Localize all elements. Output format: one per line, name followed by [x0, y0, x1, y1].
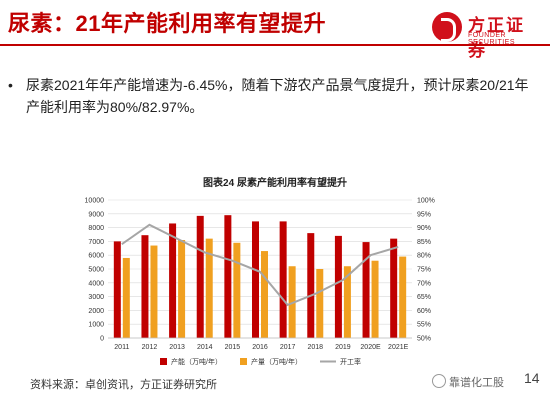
x-tick-label: 2018: [307, 344, 323, 351]
y-left-tick-label: 5000: [88, 267, 104, 274]
y-right-tick-label: 65%: [417, 294, 431, 301]
y-right-tick-label: 90%: [417, 225, 431, 232]
legend-swatch-capacity: [160, 358, 167, 365]
x-tick-label: 2012: [142, 344, 158, 351]
bar-output: [205, 238, 213, 338]
figure-title: 图表24 尿素产能利用率有望提升: [203, 178, 347, 189]
bar-capacity: [307, 233, 315, 338]
x-tick-label: 2019: [335, 344, 351, 351]
y-right-tick-label: 100%: [417, 198, 435, 205]
bar-output: [316, 269, 324, 338]
y-left-tick-label: 10000: [85, 198, 105, 205]
x-tick-label: 2015: [225, 344, 241, 351]
y-right-tick-label: 95%: [417, 211, 431, 218]
y-left-tick-label: 4000: [88, 280, 104, 287]
y-left-tick-label: 3000: [88, 294, 104, 301]
logo-icon: [432, 12, 462, 42]
bar-capacity: [279, 221, 287, 338]
y-left-tick-label: 1000: [88, 322, 104, 329]
bar-capacity: [196, 215, 204, 338]
y-right-tick-label: 50%: [417, 336, 431, 343]
bar-capacity: [390, 238, 398, 338]
page-title: 尿素：21年产能利用率有望提升: [8, 11, 326, 36]
x-tick-label: 2011: [114, 344, 129, 351]
bar-output: [371, 260, 379, 338]
bullet-text-line2: 产能利用率为80%/82.97%。: [26, 99, 204, 115]
logo-name-en: FOUNDER SECURITIES: [468, 32, 516, 46]
x-tick-label: 2016: [252, 344, 268, 351]
bar-capacity: [362, 242, 370, 338]
capacity-utilization-chart: 0 1000 2000 3000 4000 5000 6000 7000 8000 9000 100…: [85, 198, 435, 367]
bar-capacity: [334, 235, 342, 338]
source-note: 资料来源：卓创资讯，方正证券研究所: [30, 379, 217, 391]
x-tick-label: 2013: [169, 344, 185, 351]
bar-output: [343, 266, 351, 338]
x-tick-label: 2021E: [388, 344, 409, 351]
y-left-tick-label: 8000: [88, 225, 104, 232]
bar-capacity: [169, 223, 177, 338]
bullet-point: • 尿素2021年年产能增速为-6.45%，随着下游农产品景气度提升，预计尿素20…: [8, 74, 533, 118]
y-left-tick-label: 0: [100, 336, 104, 343]
y-right-tick-label: 55%: [417, 322, 431, 329]
bullet-dot: •: [8, 77, 13, 93]
y-left-tick-label: 7000: [88, 239, 104, 246]
y-right-tick-label: 60%: [417, 308, 431, 315]
legend-label-output: 产量（万吨/年）: [251, 357, 302, 366]
y-right-tick-label: 70%: [417, 280, 431, 287]
x-tick-label: 2020E: [360, 344, 381, 351]
y-left-tick-label: 6000: [88, 253, 104, 260]
y-right-tick-label: 80%: [417, 253, 431, 260]
bar-output: [233, 242, 241, 338]
x-tick-label: 2017: [280, 344, 296, 351]
watermark-text: 靠谱化工股: [449, 377, 504, 389]
wechat-icon: [432, 374, 446, 388]
y-right-tick-label: 85%: [417, 239, 431, 246]
title-divider: [0, 44, 550, 46]
y-left-tick-label: 9000: [88, 211, 104, 218]
bar-output: [150, 245, 158, 338]
bar-capacity: [224, 215, 232, 338]
bar-output: [399, 256, 407, 338]
legend-label-capacity: 产能（万吨/年）: [171, 357, 222, 366]
line-utilization: [121, 223, 399, 307]
watermark: 靠谱化工股: [432, 374, 504, 390]
y-right-tick-label: 75%: [417, 267, 431, 274]
bullet-text-line1: 尿素2021年年产能增速为-6.45%，随着下游农产品景气度提升，预计尿素20/…: [26, 77, 529, 93]
legend-label-utilization: 开工率: [340, 357, 361, 366]
bar-output: [178, 240, 186, 338]
bar-capacity: [113, 241, 121, 338]
company-logo: 方正证券 FOUNDER SECURITIES: [432, 10, 542, 60]
page-number: 14: [524, 370, 540, 386]
legend-swatch-output: [240, 358, 247, 365]
bar-capacity: [141, 235, 149, 338]
bar-output: [261, 251, 268, 338]
bar-output: [122, 257, 130, 338]
bar-capacity: [252, 221, 259, 338]
x-tick-label: 2014: [197, 344, 213, 351]
y-left-tick-label: 2000: [88, 308, 104, 315]
